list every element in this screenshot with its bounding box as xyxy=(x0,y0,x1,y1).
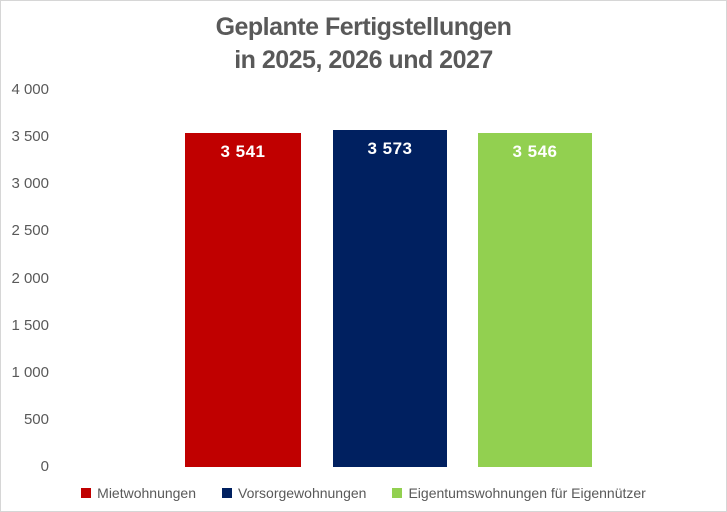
y-axis-tick-label: 4 000 xyxy=(11,81,49,98)
bar-2: 3 573 xyxy=(333,130,447,467)
y-axis-tick-label: 0 xyxy=(40,458,49,475)
bar-3: 3 546 xyxy=(478,133,592,467)
legend-item-1: Mietwohnungen xyxy=(81,485,196,501)
y-axis-tick-label: 2 000 xyxy=(11,269,49,287)
legend-swatch-icon xyxy=(222,488,233,498)
legend-swatch-icon xyxy=(81,488,92,498)
bars-area: 3 541 3 573 3 546 xyxy=(1,90,726,467)
y-axis-tick-label: 3 000 xyxy=(11,175,49,193)
legend-label: Vorsorgewohnungen xyxy=(238,485,367,501)
bar-data-label: 3 546 xyxy=(512,142,558,161)
y-axis: 4 000 3 500 3 000 2 500 2 000 1 500 1 000 500 0 xyxy=(1,81,49,475)
bar-data-label: 3 573 xyxy=(367,139,413,158)
y-axis-tick-label: 1 500 xyxy=(11,316,49,334)
plot-area: 4 000 3 500 3 000 2 500 2 000 1 500 1 000 500 0 … xyxy=(1,81,726,475)
legend-label: Mietwohnungen xyxy=(97,485,197,501)
legend-swatch-icon xyxy=(392,488,403,498)
legend-label: Eigentumswohnungen für Eigennützer xyxy=(408,485,646,501)
legend-item-2: Vorsorgewohnungen xyxy=(222,485,366,501)
y-axis-tick-label: 500 xyxy=(23,410,49,428)
bar-1: 3 541 xyxy=(185,133,301,467)
y-axis-tick-label: 3 500 xyxy=(11,128,49,146)
bar-data-label: 3 541 xyxy=(220,142,266,161)
y-axis-tick-label: 1 000 xyxy=(11,363,49,381)
chart-title: Geplante Fertigstellungen in 2025, 2026 … xyxy=(1,11,726,77)
y-axis-tick-label: 2 500 xyxy=(11,222,49,240)
legend: Mietwohnungen Vorsorgewohnungen Eigentumsw… xyxy=(1,485,726,501)
chart-title-line-1: Geplante Fertigstellungen xyxy=(215,13,512,41)
legend-item-3: Eigentumswohnungen für Eigennützer xyxy=(392,485,646,501)
chart-title-line-2: in 2025, 2026 und 2027 xyxy=(234,46,493,74)
